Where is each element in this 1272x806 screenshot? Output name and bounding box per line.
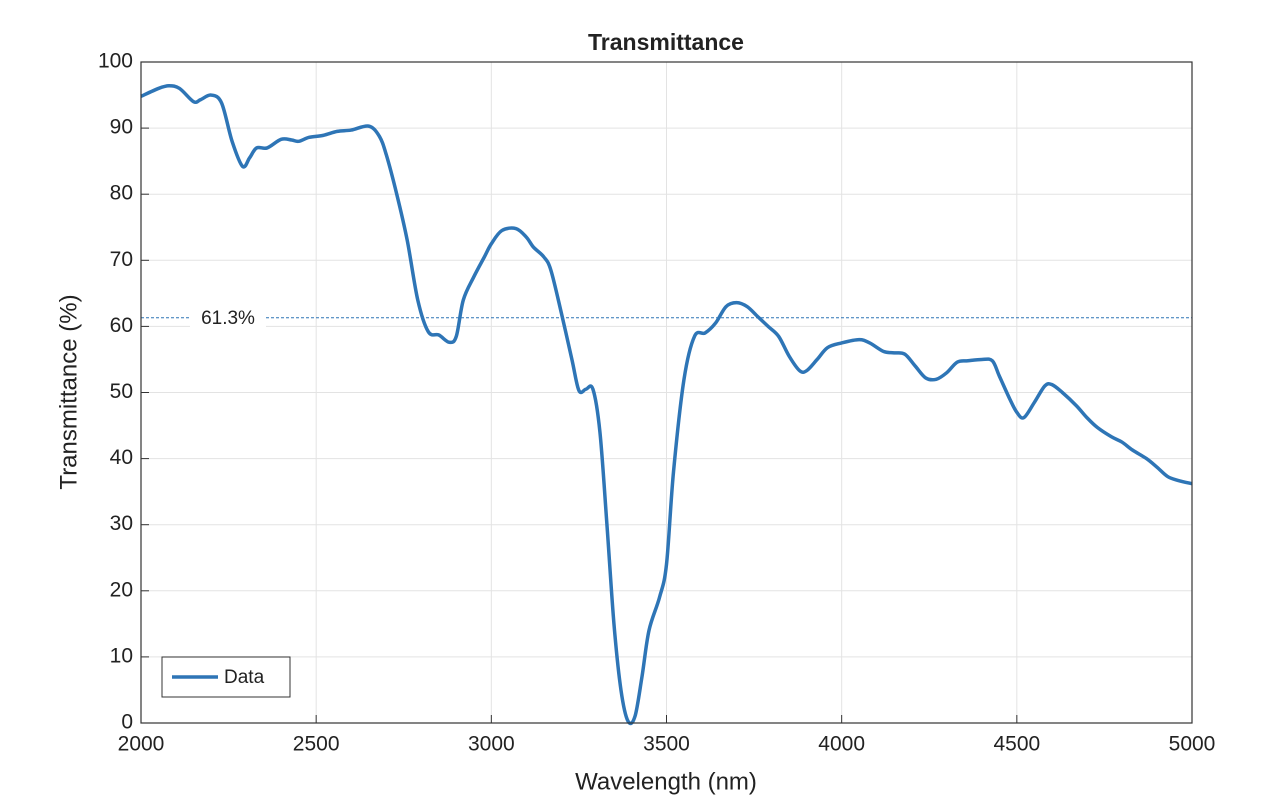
y-tick-label: 50 — [110, 380, 133, 403]
y-tick-label: 40 — [110, 446, 133, 469]
y-tick-label: 20 — [110, 578, 133, 601]
y-tick-label: 100 — [98, 50, 133, 73]
reference-label-bg — [190, 305, 266, 330]
y-tick-label: 0 — [121, 711, 133, 734]
y-tick-label: 70 — [110, 248, 133, 271]
x-tick-label: 2000 — [118, 733, 165, 756]
x-tick-label: 2500 — [293, 733, 340, 756]
chart-title: Transmittance — [588, 29, 744, 55]
data-line — [140, 84, 1193, 726]
reference-label: 61.3% — [201, 308, 255, 329]
legend-label: Data — [224, 667, 265, 688]
y-axis-label: Transmittance (%) — [55, 294, 82, 489]
axes-box — [140, 61, 1193, 724]
x-tick-label: 3000 — [468, 733, 515, 756]
y-tick-label: 80 — [110, 182, 133, 205]
y-tick-label: 90 — [110, 116, 133, 139]
x-tick-label: 4000 — [818, 733, 865, 756]
y-tick-label: 30 — [110, 512, 133, 535]
y-tick-label: 60 — [110, 314, 133, 337]
x-axis-label: Wavelength (nm) — [575, 768, 757, 795]
y-tick-label: 10 — [110, 644, 133, 667]
x-tick-label: 5000 — [1169, 733, 1216, 756]
x-tick-label: 4500 — [993, 733, 1040, 756]
x-tick-label: 3500 — [643, 733, 690, 756]
